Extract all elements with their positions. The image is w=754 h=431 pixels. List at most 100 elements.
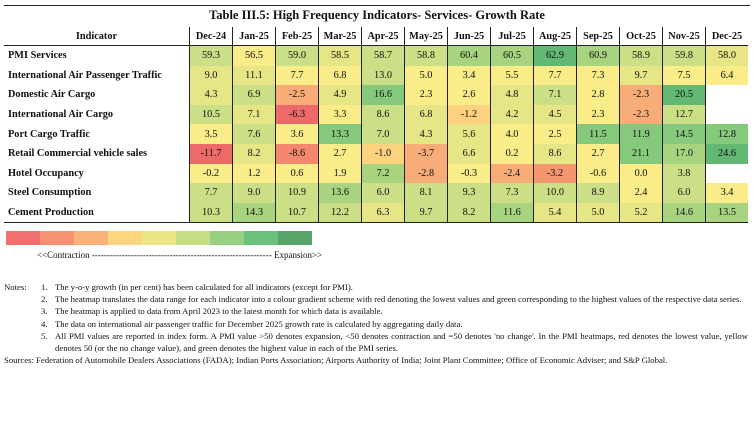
heatmap-cell: 7.0 xyxy=(361,124,405,144)
heatmap-cell: 10.0 xyxy=(533,183,577,203)
heatmap-cell: 7.2 xyxy=(361,163,405,184)
table-row: Domestic Air Cargo 4.3 6.9 -2.5 4.9 16.6 2.3 2.… xyxy=(4,85,748,105)
indicator-name: Retail Commercial vehicle sales xyxy=(4,143,190,164)
heatmap-cell: 58.0 xyxy=(705,45,748,66)
heatmap-cell: 8.6 xyxy=(361,104,405,125)
note-number: 2. xyxy=(41,294,48,305)
note-text: All PMI values are reported in index for… xyxy=(55,330,748,354)
heatmap-cell: 0.2 xyxy=(490,143,534,164)
heatmap-cell: 5.6 xyxy=(447,124,491,144)
table-row: Cement Production 10.3 14.3 10.7 12.2 6.3 9.7 8… xyxy=(4,202,748,224)
heatmap-cell: 0.6 xyxy=(275,163,319,184)
heatmap-cell: 2.7 xyxy=(576,143,620,164)
heatmap-cell: 24.6 xyxy=(705,143,748,164)
heatmap-cell: 58.8 xyxy=(404,45,448,66)
heatmap-cell: 4.0 xyxy=(490,124,534,144)
legend-swatch xyxy=(244,231,278,245)
heatmap-cell: 5.0 xyxy=(576,202,620,224)
indicator-name: International Air Cargo xyxy=(4,104,190,125)
note-item: 5. All PMI values are reported in index f… xyxy=(4,330,748,354)
heatmap-cell: 9.7 xyxy=(619,65,663,86)
heatmap-cell: 7.7 xyxy=(275,65,319,86)
note-item: Notes: 1. The y-o-y growth (in per cent) h… xyxy=(4,281,748,293)
header-month: Nov-25 xyxy=(662,27,706,46)
heatmap-cell: 6.8 xyxy=(318,65,362,86)
indicator-name: Port Cargo Traffic xyxy=(4,124,190,144)
heatmap-cell: 60.9 xyxy=(576,45,620,66)
legend-swatch xyxy=(6,231,40,245)
header-month: Dec-24 xyxy=(189,27,233,46)
indicator-name: Domestic Air Cargo xyxy=(4,85,190,105)
heatmap-cell: 7.5 xyxy=(662,65,706,86)
heatmap-cell: 58.7 xyxy=(361,45,405,66)
heatmap-cell: 21.1 xyxy=(619,143,663,164)
note-item: 2. The heatmap translates the data range … xyxy=(4,293,748,305)
heatmap-cell: 2.3 xyxy=(576,104,620,125)
top-rule xyxy=(4,5,750,6)
heatmap-cell: -1.2 xyxy=(447,104,491,125)
heatmap-cell: 11.9 xyxy=(619,124,663,144)
heatmap-cell: 10.7 xyxy=(275,202,319,224)
heatmap-cell: 60.5 xyxy=(490,45,534,66)
heatmap-cell: 2.3 xyxy=(404,85,448,105)
heatmap-cell: 13.5 xyxy=(705,202,748,224)
header-month: Feb-25 xyxy=(275,27,319,46)
heatmap-cell: 1.9 xyxy=(318,163,362,184)
heatmap-cell: -11.7 xyxy=(189,143,233,164)
note-number: 3. xyxy=(41,306,48,317)
heatmap-cell: -0.3 xyxy=(447,163,491,184)
heatmap-cell: 3.4 xyxy=(447,65,491,86)
heatmap-cell: 5.2 xyxy=(619,202,663,224)
heatmap-cell: 2.8 xyxy=(576,85,620,105)
heatmap-cell: 2.4 xyxy=(619,183,663,203)
heatmap-cell: -3.7 xyxy=(404,143,448,164)
table-row: International Air Passenger Traffic 9.0 11… xyxy=(4,65,748,86)
heatmap-cell: 13.3 xyxy=(318,124,362,144)
heatmap-cell: -2.8 xyxy=(404,163,448,184)
heatmap-cell: 4.3 xyxy=(189,85,233,105)
heatmap-cell: 4.5 xyxy=(533,104,577,125)
heatmap-table: Indicator Dec-24 Jan-25 Feb-25 Mar-25 Apr-25… xyxy=(4,27,748,224)
header-month: Aug-25 xyxy=(533,27,577,46)
legend-swatch xyxy=(278,231,312,245)
heatmap-cell: 5.4 xyxy=(533,202,577,224)
notes-label xyxy=(4,293,41,305)
heatmap-cell: 11.1 xyxy=(232,65,276,86)
heatmap-cell: -8.6 xyxy=(275,143,319,164)
heatmap-cell: 56.5 xyxy=(232,45,276,66)
notes-label xyxy=(4,330,41,354)
sources: Sources: Federation of Automobile Dealer… xyxy=(4,355,668,366)
heatmap-cell: -2.3 xyxy=(619,104,663,125)
heatmap-cell: 3.6 xyxy=(275,124,319,144)
legend-swatch xyxy=(74,231,108,245)
indicator-name: International Air Passenger Traffic xyxy=(4,65,190,86)
heatmap-cell: 59.0 xyxy=(275,45,319,66)
heatmap-cell xyxy=(705,163,748,184)
heatmap-cell: 6.6 xyxy=(447,143,491,164)
heatmap-cell: 60.4 xyxy=(447,45,491,66)
heatmap-cell: -1.0 xyxy=(361,143,405,164)
header-month: Apr-25 xyxy=(361,27,405,46)
notes: Notes: 1. The y-o-y growth (in per cent) h… xyxy=(4,281,748,366)
legend-swatch xyxy=(108,231,142,245)
heatmap-cell: 8.6 xyxy=(533,143,577,164)
heatmap-cell: 9.3 xyxy=(447,183,491,203)
note-text: The heatmap is applied to data from Apri… xyxy=(55,306,383,317)
heatmap-cell: 4.9 xyxy=(318,85,362,105)
heatmap-cell: 12.8 xyxy=(705,124,748,144)
heatmap-cell: 9.7 xyxy=(404,202,448,224)
heatmap-cell: 7.1 xyxy=(533,85,577,105)
heatmap-cell: 8.1 xyxy=(404,183,448,203)
heatmap-cell: 12.7 xyxy=(662,104,706,125)
heatmap-cell: 14.6 xyxy=(662,202,706,224)
note-number: 4. xyxy=(41,318,48,329)
heatmap-cell: 13.0 xyxy=(361,65,405,86)
heatmap-cell: 3.8 xyxy=(662,163,706,184)
heatmap-cell: 58.5 xyxy=(318,45,362,66)
heatmap-cell: -2.4 xyxy=(490,163,534,184)
color-legend xyxy=(6,231,312,245)
heatmap-cell: 8.2 xyxy=(232,143,276,164)
heatmap-cell: 6.3 xyxy=(361,202,405,224)
table-row: International Air Cargo 10.5 7.1 -6.3 3.3 8.6… xyxy=(4,104,748,125)
